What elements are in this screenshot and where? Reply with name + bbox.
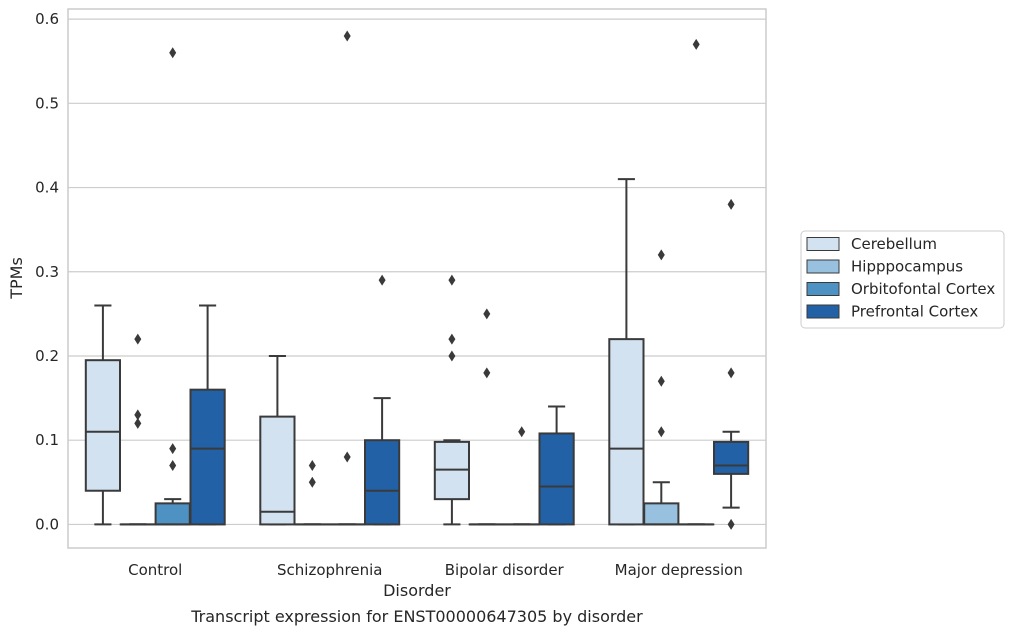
box xyxy=(189,388,226,526)
box xyxy=(712,440,750,475)
x-tick-label: Bipolar disorder xyxy=(445,561,565,579)
outlier-point xyxy=(308,459,316,471)
y-tick-label: 0.5 xyxy=(35,94,59,112)
series-hipppocampus xyxy=(119,249,680,526)
outlier-point xyxy=(169,459,177,471)
outlier-point xyxy=(134,409,142,421)
outlier-point xyxy=(657,426,665,438)
legend-swatch xyxy=(806,237,840,251)
chart-caption: Transcript expression for ENST0000064730… xyxy=(190,607,643,626)
outlier-point xyxy=(657,249,665,261)
legend: Cerebellum Hipppocampus Orbitofontal Corte… xyxy=(800,230,1005,329)
outlier-point xyxy=(343,30,351,42)
x-axis-label: Disorder xyxy=(383,581,451,600)
outlier-point xyxy=(518,426,526,438)
outlier-point xyxy=(657,375,665,387)
outlier-point xyxy=(727,518,735,530)
series-orbitofontal-cortex xyxy=(154,30,715,526)
outlier-point xyxy=(483,308,491,320)
legend-label: Hipppocampus xyxy=(851,258,963,276)
outlier-point xyxy=(378,274,386,286)
legend-label: Orbitofontal Cortex xyxy=(851,280,995,298)
y-tick-label: 0.6 xyxy=(35,10,59,28)
outlier-point xyxy=(448,274,456,286)
x-tick-labels: Control Schizophrenia Bipolar disorder Majo… xyxy=(128,561,743,579)
box xyxy=(363,439,401,526)
legend-swatch xyxy=(806,282,840,296)
outlier-point xyxy=(483,367,491,379)
x-tick-label: Schizophrenia xyxy=(277,561,382,579)
y-tick-label: 0.0 xyxy=(35,515,59,533)
outlier-point xyxy=(343,451,351,463)
y-axis-label: TPMs xyxy=(7,257,26,300)
box xyxy=(643,502,680,526)
plot-frame xyxy=(67,8,767,549)
legend-swatch xyxy=(806,259,840,274)
box-series xyxy=(84,30,750,530)
x-tick-label: Major depression xyxy=(615,561,743,579)
x-tick-label: Control xyxy=(128,561,182,579)
box xyxy=(538,432,575,526)
y-tick-label: 0.4 xyxy=(35,179,59,197)
outlier-point xyxy=(134,333,142,345)
outlier-point xyxy=(169,47,177,59)
box xyxy=(154,502,191,526)
outlier-point xyxy=(448,333,456,345)
legend-label: Prefrontal Cortex xyxy=(851,303,978,321)
box xyxy=(259,415,296,526)
legend-frame xyxy=(800,230,1005,329)
outlier-point xyxy=(692,38,700,50)
outlier-point xyxy=(134,417,142,429)
y-tick-label: 0.2 xyxy=(35,347,59,365)
outlier-point xyxy=(448,350,456,362)
y-tick-label: 0.1 xyxy=(35,431,59,449)
legend-label: Cerebellum xyxy=(851,235,937,253)
outlier-point xyxy=(727,367,735,379)
series-prefrontal-cortex xyxy=(189,198,750,530)
outlier-point xyxy=(169,443,177,455)
box xyxy=(608,338,645,526)
series-cerebellum xyxy=(84,178,645,526)
y-tick-label: 0.3 xyxy=(35,263,59,281)
box xyxy=(84,359,122,492)
outlier-point xyxy=(308,476,316,488)
outlier-point xyxy=(727,198,735,210)
y-tick-labels: 0.0 0.1 0.2 0.3 0.4 0.5 0.6 xyxy=(35,10,59,533)
legend-swatch xyxy=(806,304,840,319)
